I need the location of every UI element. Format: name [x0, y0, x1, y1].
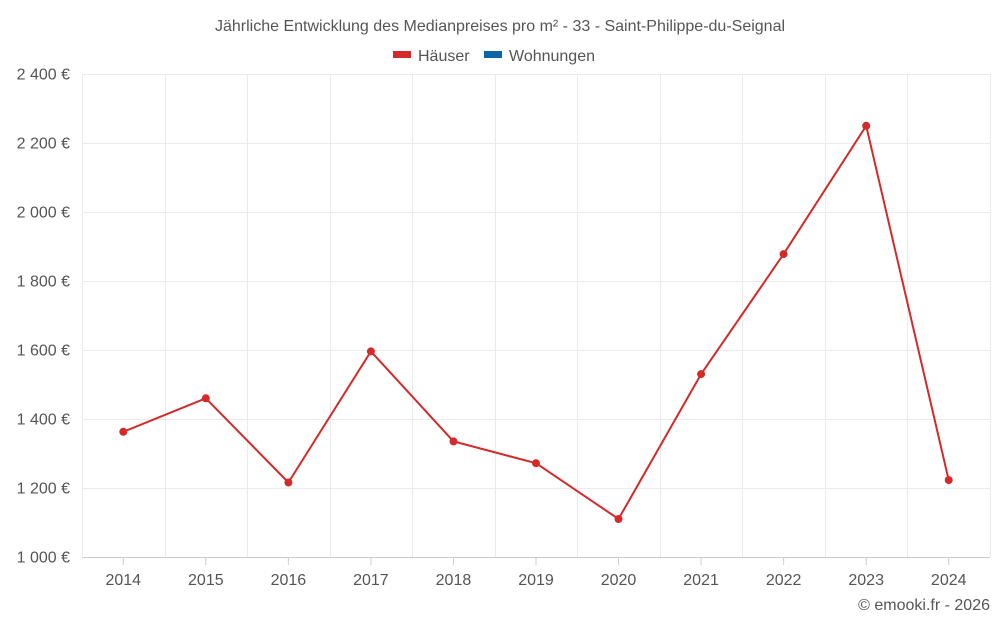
x-tick-label: 2020 — [601, 572, 637, 589]
y-tick-label: 1 200 € — [17, 481, 70, 498]
legend-swatch-haeuser — [393, 51, 411, 58]
y-tick-label: 1 000 € — [17, 550, 70, 567]
x-tick-label: 2019 — [518, 572, 554, 589]
x-tick-label: 2017 — [353, 572, 389, 589]
data-point[interactable] — [614, 515, 623, 523]
legend: Häuser Wohnungen — [393, 48, 595, 65]
legend-item-wohnungen[interactable]: Wohnungen — [484, 48, 595, 65]
x-tick-label: 2022 — [766, 572, 802, 589]
x-tick-label: 2024 — [931, 572, 967, 589]
credit-text: © emooki.fr - 2026 — [858, 597, 990, 614]
data-point[interactable] — [366, 347, 375, 356]
y-gridlines — [82, 74, 990, 489]
x-tick-label: 2018 — [436, 572, 472, 589]
y-tick-label: 1 400 € — [17, 412, 70, 429]
series-group — [119, 121, 953, 523]
chart-title: Jährliche Entwicklung des Medianpreises … — [215, 18, 785, 35]
data-point[interactable] — [449, 437, 458, 446]
data-point[interactable] — [697, 370, 706, 379]
y-tick-label: 1 800 € — [17, 274, 70, 291]
x-tick-label: 2015 — [188, 572, 224, 589]
data-point[interactable] — [532, 459, 540, 468]
x-tick-label: 2021 — [683, 572, 719, 589]
x-tick-label: 2023 — [848, 572, 884, 589]
data-point[interactable] — [119, 427, 128, 436]
legend-item-haeuser[interactable]: Häuser — [393, 48, 470, 65]
legend-label-wohnungen: Wohnungen — [509, 48, 595, 65]
y-tick-label: 2 000 € — [17, 205, 70, 222]
x-axis-tick-labels: 2014 2015 2016 2017 2018 2019 2020 2021 2022 2023… — [105, 557, 967, 589]
data-point[interactable] — [862, 121, 871, 130]
legend-swatch-wohnungen — [484, 51, 502, 58]
data-point[interactable] — [779, 250, 788, 259]
legend-label-haeuser: Häuser — [418, 48, 470, 65]
y-axis-tick-labels: 1 000 € 1 200 € 1 400 € 1 600 € 1 800 € 2 000… — [17, 67, 70, 567]
data-point[interactable] — [201, 394, 210, 403]
y-tick-label: 1 600 € — [17, 343, 70, 360]
x-gridlines — [82, 74, 991, 557]
data-point[interactable] — [284, 478, 293, 487]
x-tick-label: 2016 — [271, 572, 307, 589]
x-tick-label: 2014 — [105, 572, 141, 589]
y-tick-label: 2 200 € — [17, 136, 70, 153]
data-point[interactable] — [944, 476, 953, 485]
y-tick-label: 2 400 € — [17, 67, 70, 84]
